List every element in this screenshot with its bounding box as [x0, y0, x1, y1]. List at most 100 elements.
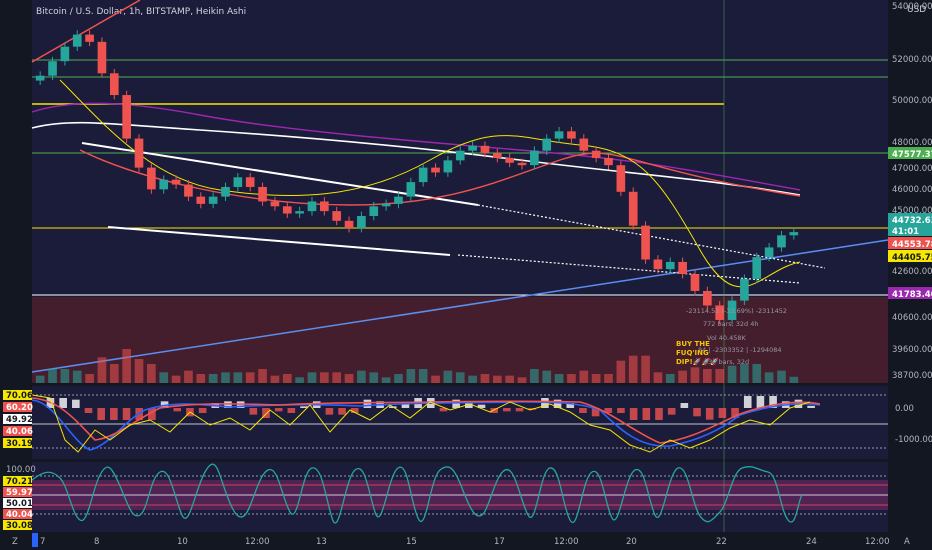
- candle-body[interactable]: [480, 145, 490, 154]
- macd-hist-bar: [110, 408, 118, 420]
- candle-body[interactable]: [307, 201, 317, 212]
- candle-body[interactable]: [505, 157, 514, 163]
- trendline-white-lower[interactable]: [107, 226, 451, 256]
- candle-body[interactable]: [641, 225, 650, 260]
- candle-body[interactable]: [517, 162, 527, 166]
- tag-44405: 44405.75: [892, 253, 932, 263]
- candle-body[interactable]: [418, 167, 428, 183]
- candle-body[interactable]: [295, 211, 304, 214]
- candle-body[interactable]: [530, 150, 539, 166]
- candle-body[interactable]: [270, 201, 280, 207]
- candle-body[interactable]: [60, 46, 70, 62]
- trendline-white-lower-ext[interactable]: [457, 254, 801, 284]
- volume-bar: [97, 357, 107, 383]
- candle-body[interactable]: [665, 261, 675, 270]
- candle-body[interactable]: [567, 131, 576, 139]
- candle-body[interactable]: [542, 138, 552, 151]
- candle-body[interactable]: [678, 261, 687, 275]
- x-tick-8: 8: [94, 537, 99, 547]
- candles[interactable]: [35, 30, 799, 325]
- x-tick-10: 10: [177, 537, 188, 547]
- candle-body[interactable]: [48, 61, 57, 76]
- candle-body[interactable]: [406, 182, 416, 197]
- candle-body[interactable]: [690, 274, 700, 291]
- candle-body[interactable]: [258, 186, 267, 202]
- macd-hist-bar: [667, 408, 676, 415]
- volume-bar: [455, 372, 465, 383]
- candle-body[interactable]: [628, 191, 638, 226]
- candle-body[interactable]: [245, 177, 255, 187]
- stoch-line: [31, 463, 803, 524]
- candle-body[interactable]: [97, 41, 107, 74]
- candle-body[interactable]: [357, 215, 366, 229]
- candle-body[interactable]: [579, 138, 589, 151]
- candle-body[interactable]: [344, 220, 354, 229]
- candle-body[interactable]: [431, 167, 440, 173]
- candle-body[interactable]: [455, 150, 465, 161]
- currency-label[interactable]: USD: [907, 5, 926, 15]
- candle-body[interactable]: [320, 201, 329, 212]
- candle-body[interactable]: [221, 186, 230, 197]
- volume-bar: [320, 372, 329, 383]
- macd-hist-bar: [756, 396, 765, 408]
- price-axis[interactable]: 54000.00 52000.00 50000.00 48000.00 4700…: [892, 2, 932, 381]
- candle-body[interactable]: [394, 196, 403, 204]
- candle-body[interactable]: [604, 157, 613, 166]
- candle-body[interactable]: [764, 247, 774, 258]
- candle-body[interactable]: [653, 259, 663, 270]
- candle-body[interactable]: [369, 206, 379, 216]
- candle-body[interactable]: [282, 206, 292, 214]
- y-tick-42600: 42600.00: [892, 267, 932, 277]
- candle-body[interactable]: [85, 34, 94, 42]
- candle-body[interactable]: [72, 34, 82, 47]
- trendline-blue[interactable]: [31, 239, 889, 373]
- candle-body[interactable]: [134, 138, 144, 168]
- candle-body[interactable]: [715, 305, 725, 320]
- candle-body[interactable]: [147, 167, 156, 190]
- volume-bar: [764, 372, 774, 383]
- candle-body[interactable]: [468, 145, 477, 151]
- candle-body[interactable]: [171, 179, 181, 185]
- candle-body[interactable]: [109, 73, 119, 96]
- candle-body[interactable]: [789, 232, 799, 236]
- candle-body[interactable]: [727, 300, 737, 320]
- zoom-badge-left[interactable]: Z: [12, 537, 18, 547]
- meme-text-3: DIP!🚀🚀🚀: [676, 357, 719, 366]
- y-tick-52000: 52000.00: [892, 55, 932, 65]
- volume-bar: [85, 374, 94, 383]
- trendline-red[interactable]: [31, 0, 141, 63]
- candle-body[interactable]: [208, 196, 218, 204]
- trendline-white-upper-ext[interactable]: [477, 204, 826, 269]
- candle-body[interactable]: [740, 278, 749, 301]
- candle-body[interactable]: [777, 235, 786, 248]
- candle-body[interactable]: [122, 95, 131, 139]
- candle-body[interactable]: [752, 257, 762, 279]
- candle-body[interactable]: [233, 177, 243, 187]
- candle-body[interactable]: [196, 196, 206, 204]
- candle-body[interactable]: [443, 160, 453, 173]
- candle-body[interactable]: [381, 203, 391, 207]
- candle-body[interactable]: [703, 290, 712, 306]
- candle-body[interactable]: [616, 165, 626, 192]
- x-tick-17: 17: [494, 537, 505, 547]
- auto-scale-badge[interactable]: A: [904, 537, 910, 547]
- macd-label-60: 60.20: [6, 403, 33, 413]
- macd-hist-bar: [274, 408, 283, 412]
- time-axis[interactable]: 7 8 10 12:00 13 15 17 12:00 20 22 24 12:…: [12, 533, 910, 547]
- macd-hist-bar: [325, 408, 334, 415]
- volume-bar: [134, 359, 144, 383]
- volume-bar: [616, 360, 626, 383]
- candle-body[interactable]: [492, 153, 502, 158]
- candle-body[interactable]: [159, 179, 169, 190]
- volume-bar: [344, 374, 354, 383]
- macd-hist-bar: [743, 396, 752, 408]
- candle-body[interactable]: [35, 75, 45, 81]
- tag-47577: 47577.37: [892, 150, 932, 160]
- candle-body[interactable]: [332, 211, 342, 221]
- candle-body[interactable]: [184, 184, 193, 197]
- volume-bar: [715, 369, 725, 383]
- candle-body[interactable]: [554, 131, 564, 139]
- candle-body[interactable]: [591, 150, 601, 158]
- tag-44732-bg: [888, 213, 932, 225]
